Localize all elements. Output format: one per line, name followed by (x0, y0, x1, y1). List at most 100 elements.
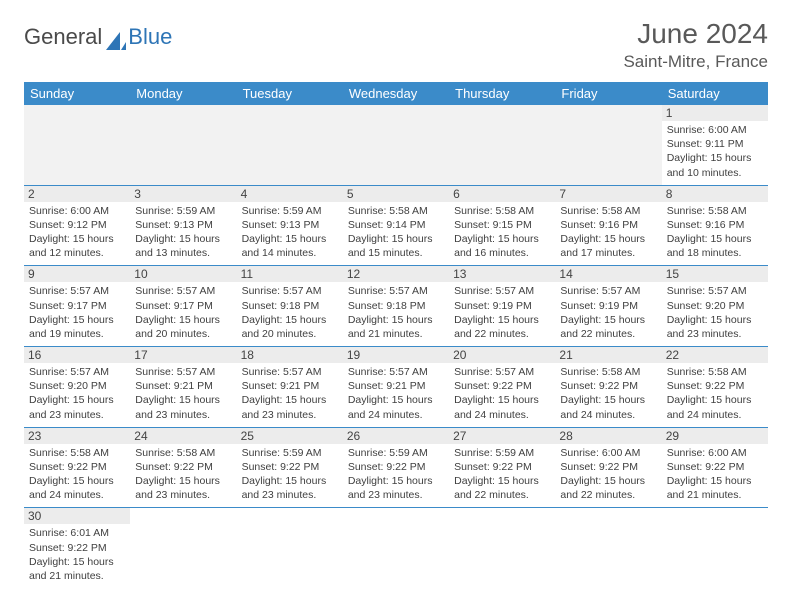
calendar-cell: 22Sunrise: 5:58 AMSunset: 9:22 PMDayligh… (662, 347, 768, 428)
calendar-cell (24, 105, 130, 185)
daylight-text: Daylight: 15 hours (348, 393, 444, 407)
calendar-cell (662, 508, 768, 588)
calendar-week-row: 30Sunrise: 6:01 AMSunset: 9:22 PMDayligh… (24, 508, 768, 588)
daylight-text: Daylight: 15 hours (454, 313, 550, 327)
day-number: 28 (555, 428, 661, 444)
sunrise-text: Sunrise: 5:58 AM (560, 365, 656, 379)
calendar-cell: 8Sunrise: 5:58 AMSunset: 9:16 PMDaylight… (662, 185, 768, 266)
sail-icon (106, 32, 126, 50)
daylight-text: Daylight: 15 hours (135, 474, 231, 488)
daylight-text: and 23 minutes. (29, 408, 125, 422)
calendar-cell: 2Sunrise: 6:00 AMSunset: 9:12 PMDaylight… (24, 185, 130, 266)
daylight-text: and 24 minutes. (667, 408, 763, 422)
sunset-text: Sunset: 9:22 PM (560, 460, 656, 474)
calendar-cell (555, 105, 661, 185)
sunset-text: Sunset: 9:21 PM (348, 379, 444, 393)
daylight-text: and 14 minutes. (242, 246, 338, 260)
location-subtitle: Saint-Mitre, France (623, 52, 768, 72)
daylight-text: Daylight: 15 hours (560, 232, 656, 246)
day-number: 20 (449, 347, 555, 363)
daylight-text: Daylight: 15 hours (242, 232, 338, 246)
sunset-text: Sunset: 9:22 PM (667, 460, 763, 474)
sunset-text: Sunset: 9:22 PM (29, 460, 125, 474)
brand-text-1: General (24, 24, 102, 50)
sunset-text: Sunset: 9:22 PM (667, 379, 763, 393)
daylight-text: Daylight: 15 hours (667, 313, 763, 327)
day-number: 25 (237, 428, 343, 444)
calendar-cell: 7Sunrise: 5:58 AMSunset: 9:16 PMDaylight… (555, 185, 661, 266)
calendar-cell: 16Sunrise: 5:57 AMSunset: 9:20 PMDayligh… (24, 347, 130, 428)
day-number: 24 (130, 428, 236, 444)
daylight-text: Daylight: 15 hours (560, 393, 656, 407)
daylight-text: and 21 minutes. (348, 327, 444, 341)
day-number: 12 (343, 266, 449, 282)
sunrise-text: Sunrise: 5:58 AM (454, 204, 550, 218)
calendar-cell: 14Sunrise: 5:57 AMSunset: 9:19 PMDayligh… (555, 266, 661, 347)
day-number: 22 (662, 347, 768, 363)
sunset-text: Sunset: 9:17 PM (135, 299, 231, 313)
day-number: 27 (449, 428, 555, 444)
daylight-text: Daylight: 15 hours (29, 555, 125, 569)
calendar-cell (130, 105, 236, 185)
sunset-text: Sunset: 9:22 PM (560, 379, 656, 393)
sunrise-text: Sunrise: 5:59 AM (242, 204, 338, 218)
calendar-cell: 10Sunrise: 5:57 AMSunset: 9:17 PMDayligh… (130, 266, 236, 347)
sunrise-text: Sunrise: 6:01 AM (29, 526, 125, 540)
daylight-text: and 20 minutes. (135, 327, 231, 341)
calendar-cell: 17Sunrise: 5:57 AMSunset: 9:21 PMDayligh… (130, 347, 236, 428)
daylight-text: and 12 minutes. (29, 246, 125, 260)
calendar-cell: 25Sunrise: 5:59 AMSunset: 9:22 PMDayligh… (237, 427, 343, 508)
calendar-cell (343, 105, 449, 185)
daylight-text: and 17 minutes. (560, 246, 656, 260)
calendar-cell: 15Sunrise: 5:57 AMSunset: 9:20 PMDayligh… (662, 266, 768, 347)
sunrise-text: Sunrise: 5:59 AM (242, 446, 338, 460)
sunset-text: Sunset: 9:21 PM (135, 379, 231, 393)
daylight-text: Daylight: 15 hours (242, 313, 338, 327)
day-number: 7 (555, 186, 661, 202)
day-number: 5 (343, 186, 449, 202)
daylight-text: and 24 minutes. (348, 408, 444, 422)
day-number: 2 (24, 186, 130, 202)
daylight-text: and 22 minutes. (454, 327, 550, 341)
sunset-text: Sunset: 9:17 PM (29, 299, 125, 313)
daylight-text: and 10 minutes. (667, 166, 763, 180)
sunrise-text: Sunrise: 5:57 AM (135, 365, 231, 379)
calendar-cell: 23Sunrise: 5:58 AMSunset: 9:22 PMDayligh… (24, 427, 130, 508)
calendar-week-row: 23Sunrise: 5:58 AMSunset: 9:22 PMDayligh… (24, 427, 768, 508)
daylight-text: Daylight: 15 hours (29, 393, 125, 407)
sunrise-text: Sunrise: 5:57 AM (454, 284, 550, 298)
day-number: 3 (130, 186, 236, 202)
sunrise-text: Sunrise: 5:57 AM (348, 284, 444, 298)
sunrise-text: Sunrise: 5:57 AM (135, 284, 231, 298)
sunset-text: Sunset: 9:16 PM (667, 218, 763, 232)
day-header: Friday (555, 82, 661, 105)
sunset-text: Sunset: 9:20 PM (667, 299, 763, 313)
day-number: 26 (343, 428, 449, 444)
calendar-cell: 27Sunrise: 5:59 AMSunset: 9:22 PMDayligh… (449, 427, 555, 508)
sunrise-text: Sunrise: 5:58 AM (348, 204, 444, 218)
sunset-text: Sunset: 9:12 PM (29, 218, 125, 232)
sunrise-text: Sunrise: 5:59 AM (454, 446, 550, 460)
day-header: Tuesday (237, 82, 343, 105)
daylight-text: Daylight: 15 hours (667, 232, 763, 246)
sunset-text: Sunset: 9:18 PM (242, 299, 338, 313)
day-header: Saturday (662, 82, 768, 105)
day-number: 18 (237, 347, 343, 363)
sunrise-text: Sunrise: 6:00 AM (560, 446, 656, 460)
sunrise-text: Sunrise: 5:58 AM (667, 204, 763, 218)
calendar-cell (343, 508, 449, 588)
calendar-cell (555, 508, 661, 588)
sunset-text: Sunset: 9:22 PM (454, 379, 550, 393)
sunset-text: Sunset: 9:16 PM (560, 218, 656, 232)
day-number: 29 (662, 428, 768, 444)
day-header: Wednesday (343, 82, 449, 105)
sunrise-text: Sunrise: 5:57 AM (29, 284, 125, 298)
daylight-text: and 22 minutes. (454, 488, 550, 502)
sunset-text: Sunset: 9:22 PM (29, 541, 125, 555)
calendar-cell: 12Sunrise: 5:57 AMSunset: 9:18 PMDayligh… (343, 266, 449, 347)
day-header: Sunday (24, 82, 130, 105)
day-header-row: Sunday Monday Tuesday Wednesday Thursday… (24, 82, 768, 105)
calendar-cell: 19Sunrise: 5:57 AMSunset: 9:21 PMDayligh… (343, 347, 449, 428)
daylight-text: and 18 minutes. (667, 246, 763, 260)
daylight-text: Daylight: 15 hours (29, 232, 125, 246)
